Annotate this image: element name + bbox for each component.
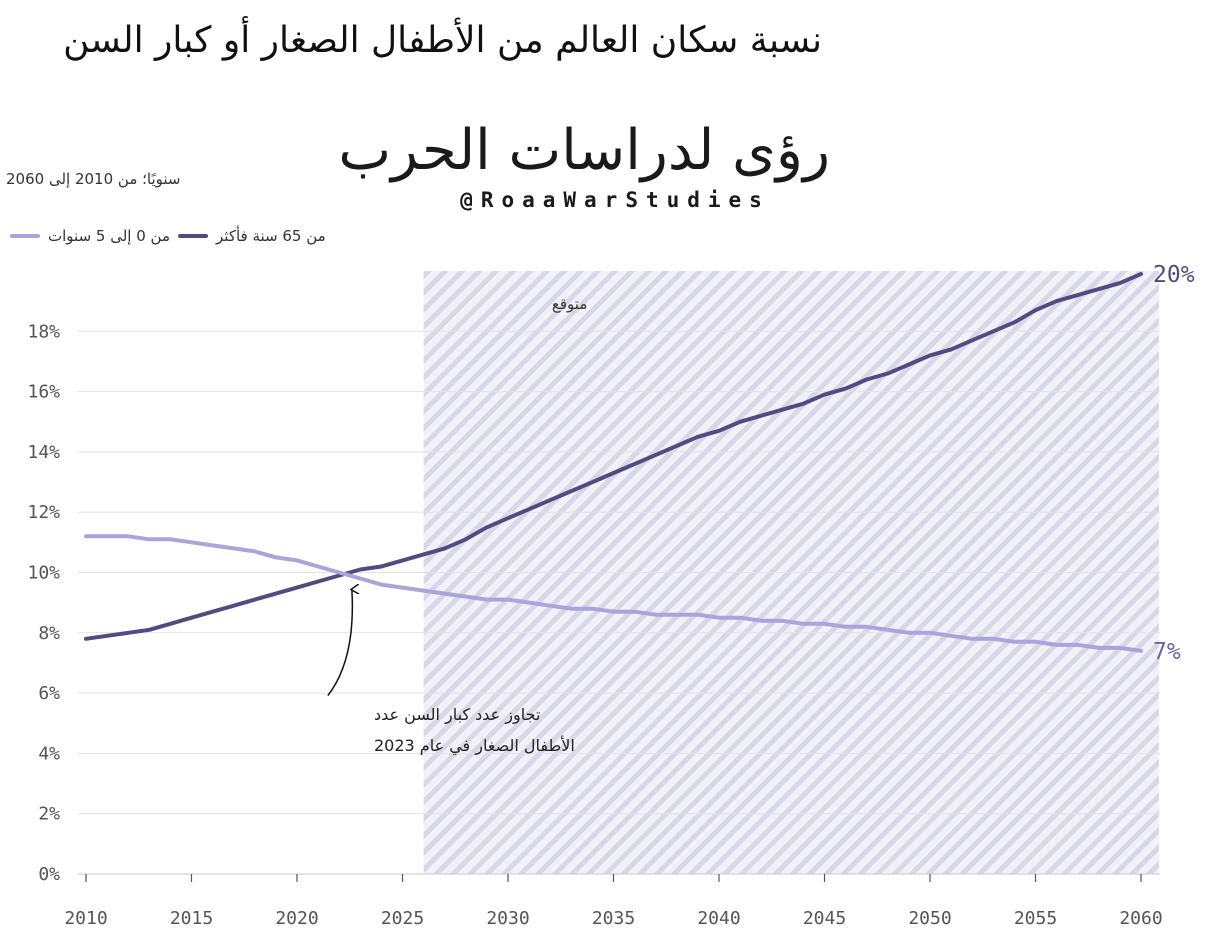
y-tick-label: 18% bbox=[27, 321, 60, 342]
end-label-elderly: 20% bbox=[1153, 262, 1195, 288]
y-tick-label: 12% bbox=[27, 502, 60, 523]
y-tick-label: 8% bbox=[38, 623, 60, 644]
legend-label-elderly: من 65 سنة فأكثر bbox=[216, 227, 326, 245]
legend-swatch-elderly bbox=[178, 234, 209, 238]
x-tick-label: 2060 bbox=[1119, 908, 1162, 929]
x-tick-label: 2025 bbox=[381, 908, 424, 929]
y-tick-label: 2% bbox=[38, 804, 60, 825]
y-tick-label: 6% bbox=[38, 683, 60, 704]
line-series-elderly bbox=[84, 272, 1143, 641]
annotation-text-line: تجاوز عدد كبار السن عدد bbox=[374, 705, 540, 725]
legend-label-children: من 0 إلى 5 سنوات bbox=[48, 227, 171, 245]
x-tick-label: 2045 bbox=[803, 908, 846, 929]
y-tick-label: 10% bbox=[27, 563, 60, 584]
chart-legend: من 0 إلى 5 سنوات من 65 سنة فأكثر bbox=[10, 226, 326, 246]
x-tick-label: 2020 bbox=[275, 908, 318, 929]
x-tick-label: 2035 bbox=[592, 908, 635, 929]
logo-handle-text: @RoaaWarStudies bbox=[460, 188, 770, 212]
x-tick-label: 2055 bbox=[1014, 908, 1057, 929]
y-tick-label: 14% bbox=[27, 442, 60, 463]
annotation-arrow bbox=[327, 590, 353, 696]
chart-title: نسبة سكان العالم من الأطفال الصغار أو كب… bbox=[63, 20, 822, 61]
x-tick-label: 2010 bbox=[64, 908, 107, 929]
forecast-label: متوقع bbox=[552, 295, 587, 313]
y-tick-label: 4% bbox=[38, 743, 60, 764]
x-tick-label: 2050 bbox=[908, 908, 951, 929]
watermark-logo: رؤى لدراسات الحرب @RoaaWarStudies bbox=[338, 118, 830, 212]
chart-subtitle: سنويًا؛ من 2010 إلى 2060 bbox=[6, 170, 181, 188]
y-tick-label: 0% bbox=[38, 864, 60, 885]
x-tick-label: 2030 bbox=[486, 908, 529, 929]
y-tick-label: 16% bbox=[27, 382, 60, 403]
x-tick-label: 2040 bbox=[697, 908, 740, 929]
end-label-children: 7% bbox=[1153, 639, 1181, 665]
legend-swatch-children bbox=[10, 234, 40, 238]
line-series-children bbox=[84, 534, 1143, 653]
x-tick-label: 2015 bbox=[170, 908, 213, 929]
logo-script-text: رؤى لدراسات الحرب bbox=[338, 118, 830, 183]
annotation-text-line: الأطفال الصغار في عام 2023 bbox=[374, 735, 575, 756]
